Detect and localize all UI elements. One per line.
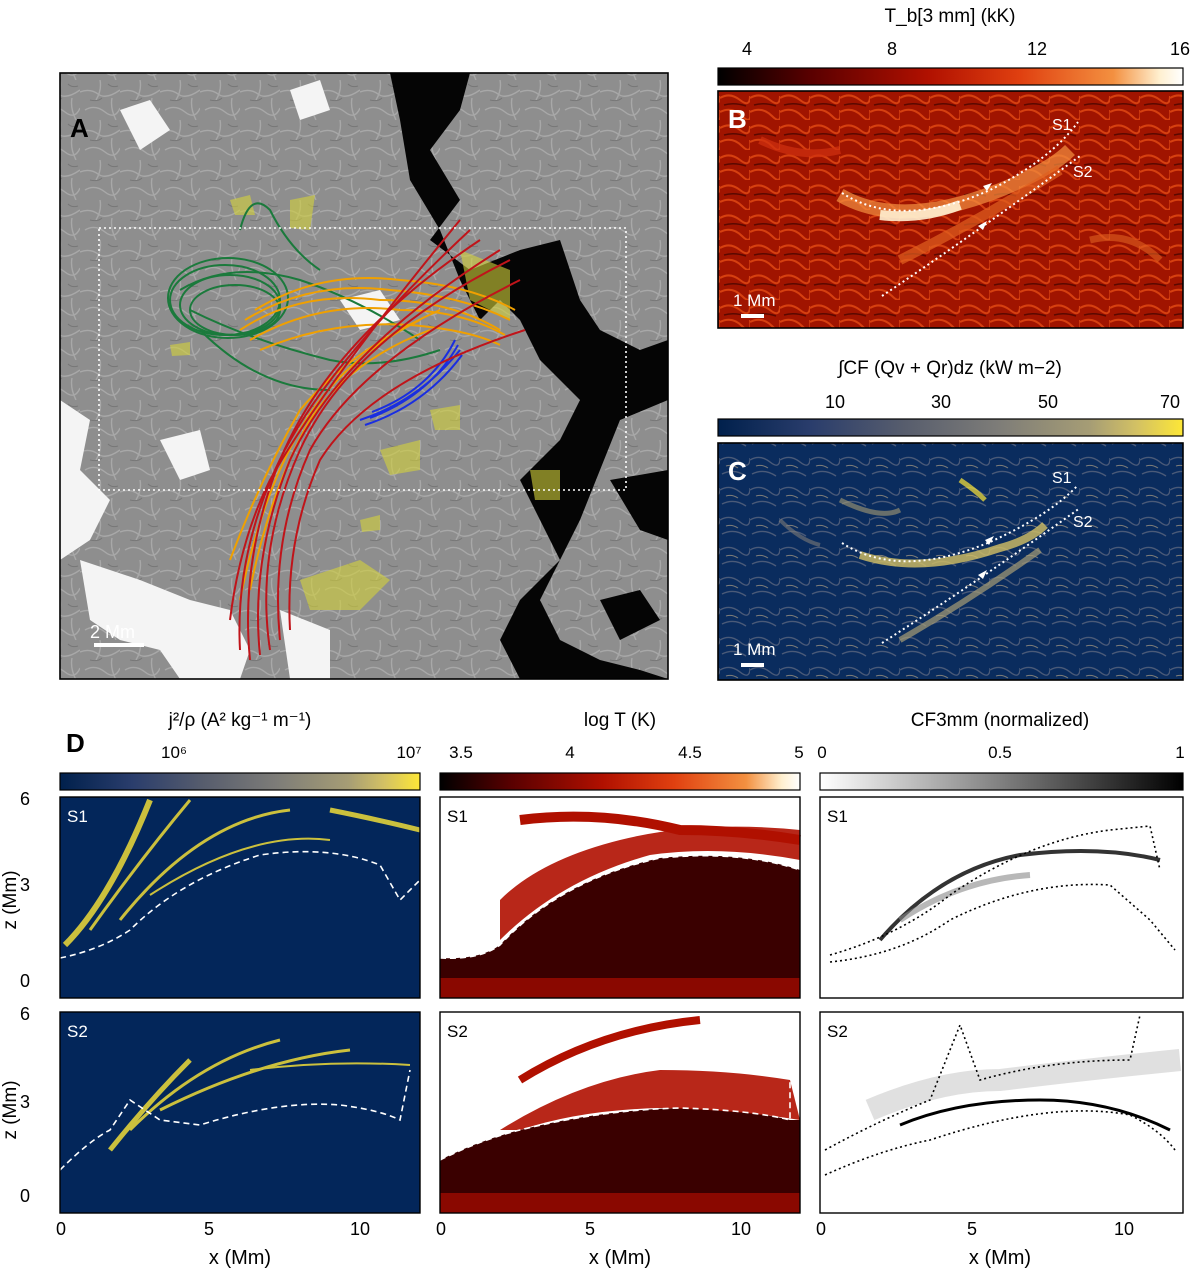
- x-axis-label-c1: x (Mm): [209, 1247, 271, 1269]
- panel-c-cbar-tick: 10: [825, 392, 845, 412]
- panel-c: ∫CF (Qv + Qr)dz (kW m−2) 10 30 50 70 S1 …: [717, 358, 1184, 681]
- col3-cbar-tick: 0: [817, 743, 826, 762]
- d-s2-current: S2: [59, 1011, 421, 1214]
- panel-c-colorbar-title: ∫CF (Qv + Qr)dz (kW m−2): [837, 358, 1062, 379]
- panel-c-label-s2: S2: [1073, 514, 1093, 531]
- panel-a-frame: [59, 72, 669, 680]
- panel-c-letter: C: [728, 456, 747, 486]
- panel-b-cbar-tick: 4: [742, 39, 752, 59]
- panel-c-cbar-tick: 30: [931, 392, 951, 412]
- x-tick-c2: 10: [731, 1219, 751, 1239]
- y-tick-r2: 0: [20, 1186, 30, 1206]
- panel-b-frame: [717, 90, 1184, 329]
- panel-b-cbar-tick: 12: [1027, 39, 1047, 59]
- x-axis-label-c2: x (Mm): [589, 1247, 651, 1269]
- col3-cbar-tick: 1: [1175, 743, 1184, 762]
- y-tick-r2: 6: [20, 1004, 30, 1024]
- panel-b-colorbar-title: T_b[3 mm] (kK): [885, 6, 1016, 27]
- panel-b-cbar-tick: 16: [1170, 39, 1190, 59]
- y-tick-r1: 0: [20, 971, 30, 991]
- d-s2-temperature-row-label: S2: [447, 1022, 468, 1041]
- panel-a-scalebar-label: 2 Mm: [90, 622, 135, 642]
- panel-c-cbar-tick: 70: [1160, 392, 1180, 412]
- col1-colorbar: [59, 772, 421, 791]
- panel-b: T_b[3 mm] (kK) 4 8 12 16 S1 S2 B 1 Mm: [717, 6, 1190, 329]
- col1-colorbar-title: j²/ρ (A² kg⁻¹ m⁻¹): [168, 710, 312, 731]
- col2-colorbar: [439, 772, 801, 791]
- field-lines: [167, 202, 526, 661]
- x-tick-c1: 0: [56, 1219, 66, 1239]
- panel-c-colorbar-ticks: 10 30 50 70: [825, 392, 1180, 412]
- panel-d-letter: D: [66, 728, 85, 758]
- x-tick-c2: 0: [436, 1219, 446, 1239]
- panel-b-letter: B: [728, 104, 747, 134]
- x-tick-c3: 10: [1114, 1219, 1134, 1239]
- d-s1-current-row-label: S1: [67, 807, 88, 826]
- panel-c-features: [778, 477, 1048, 643]
- panel-b-scalebar-label: 1 Mm: [733, 291, 776, 310]
- col2-cbar-tick: 4.5: [678, 743, 702, 762]
- y-axis-label-r1: z (Mm): [0, 870, 21, 929]
- panel-c-arrow-s2: [978, 570, 987, 579]
- red-field-lines: [229, 219, 526, 661]
- col3-colorbar: [819, 772, 1184, 791]
- x-tick-c3: 5: [967, 1219, 977, 1239]
- panel-b-label-s2: S2: [1073, 164, 1093, 181]
- panel-c-scalebar-label: 1 Mm: [733, 640, 776, 659]
- col1-cbar-tick: 10⁶: [161, 743, 187, 762]
- x-tick-c1: 5: [204, 1219, 214, 1239]
- d-s2-contribution-row-label: S2: [827, 1022, 848, 1041]
- orange-field-lines: [229, 277, 516, 601]
- d-y-axis: 6 3 0 6 3 0 z (Mm) z (Mm): [0, 789, 30, 1206]
- panel-b-colorbar: [717, 67, 1184, 86]
- panel-d: D j²/ρ (A² kg⁻¹ m⁻¹) 10⁶ 10⁷ log T (K) 3…: [0, 710, 1185, 1269]
- d-s1-contribution-row-label: S1: [827, 807, 848, 826]
- col3-cbar-tick: 0.5: [988, 743, 1012, 762]
- col3-colorbar-title: CF3mm (normalized): [911, 710, 1089, 731]
- col2-cbar-tick: 4: [565, 743, 574, 762]
- region-of-interest-box: [98, 227, 627, 491]
- x-tick-c2: 5: [585, 1219, 595, 1239]
- panel-b-colorbar-ticks: 4 8 12 16: [742, 39, 1190, 59]
- panel-b-slice-s2: [881, 155, 1081, 297]
- panel-b-cbar-tick: 8: [887, 39, 897, 59]
- panel-c-frame: [717, 442, 1184, 681]
- x-tick-c3: 0: [816, 1219, 826, 1239]
- x-axis-label-c3: x (Mm): [969, 1247, 1031, 1269]
- panel-c-label-s1: S1: [1052, 470, 1072, 487]
- x-tick-c1: 10: [350, 1219, 370, 1239]
- d-s1-temperature: S1: [439, 796, 801, 999]
- panel-b-arrow-s2: [978, 221, 987, 230]
- d-x-axis: 0 5 10 0 5 10 0 5 10 x (Mm) x (Mm) x (Mm…: [56, 1219, 1134, 1269]
- panel-b-arrow-s1: [983, 183, 992, 191]
- y-tick-r1: 3: [20, 875, 30, 895]
- negative-polarity-patches: [390, 73, 668, 679]
- panel-c-cbar-tick: 50: [1038, 392, 1058, 412]
- d-s2-temperature: S2: [439, 1011, 801, 1214]
- panel-c-arrow-s1: [985, 536, 994, 545]
- d-s2-current-row-label: S2: [67, 1022, 88, 1041]
- d-s1-temperature-row-label: S1: [447, 807, 468, 826]
- panel-a-letter: A: [70, 113, 89, 143]
- col1-cbar-tick: 10⁷: [396, 743, 421, 762]
- d-s1-contribution: S1: [819, 796, 1184, 999]
- panel-c-colorbar: [717, 418, 1184, 437]
- panel-b-label-s1: S1: [1052, 117, 1072, 134]
- d-s1-current: S1: [59, 796, 421, 999]
- y-tick-r2: 3: [20, 1092, 30, 1112]
- col2-cbar-tick: 5: [794, 743, 803, 762]
- d-s2-contribution: S2: [819, 1011, 1184, 1214]
- col2-cbar-tick: 3.5: [449, 743, 473, 762]
- y-tick-r1: 6: [20, 789, 30, 809]
- y-axis-label-r2: z (Mm): [0, 1080, 21, 1139]
- panel-b-features: [758, 136, 1163, 265]
- col2-colorbar-title: log T (K): [584, 710, 656, 731]
- panel-a: A 2 Mm: [59, 72, 669, 680]
- blue-field-lines: [359, 339, 463, 426]
